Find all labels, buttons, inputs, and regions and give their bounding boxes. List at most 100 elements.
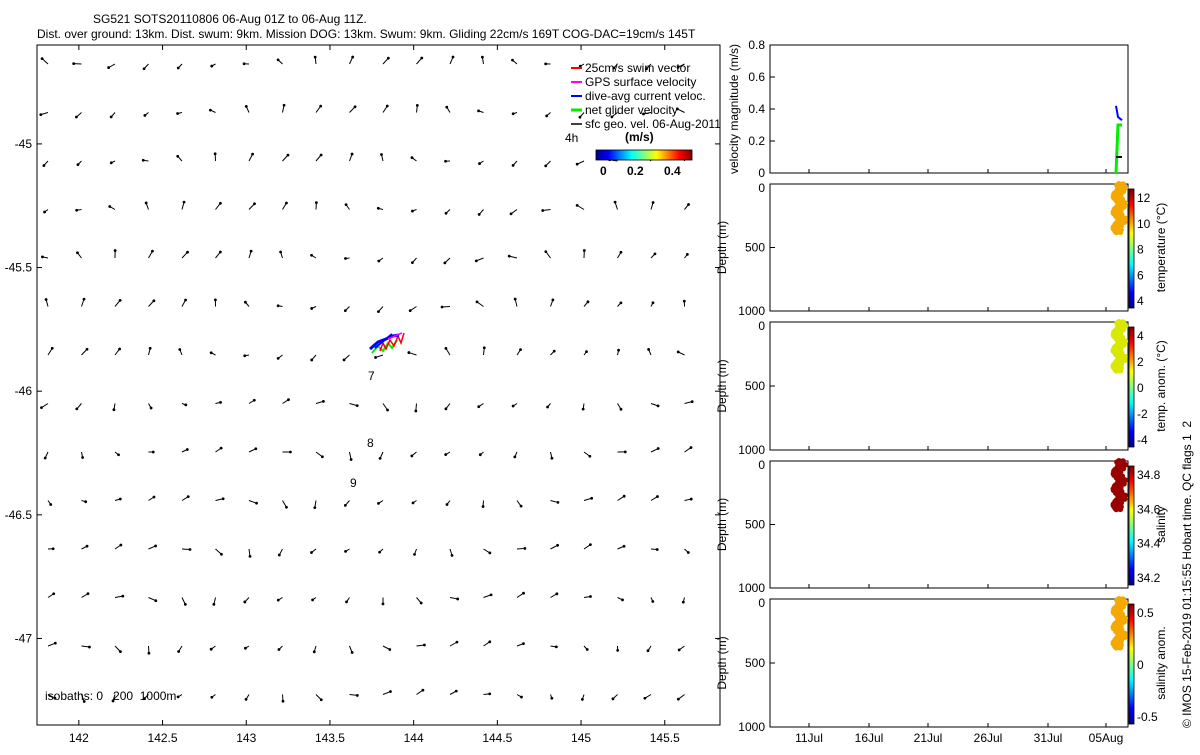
geo-velocity-arrowhead bbox=[386, 105, 389, 108]
legend-swim: 25cm/s swim vector bbox=[585, 61, 690, 75]
geo-velocity-arrowhead bbox=[243, 601, 246, 604]
geo-velocity-arrowhead bbox=[321, 455, 324, 458]
geo-velocity-arrowhead bbox=[624, 451, 627, 454]
geo-velocity-arrowhead bbox=[421, 689, 424, 692]
geo-velocity-arrowhead bbox=[110, 115, 113, 118]
geo-velocity-arrowhead bbox=[652, 201, 655, 204]
geo-velocity-arrowhead bbox=[319, 105, 322, 108]
geo-velocity-arrowhead bbox=[220, 447, 223, 450]
geo-velocity-arrowhead bbox=[581, 698, 584, 701]
geo-velocity-arrowhead bbox=[177, 650, 180, 653]
geo-velocity-arrowhead bbox=[114, 249, 117, 252]
geo-velocity-arrowhead bbox=[45, 298, 48, 301]
geo-velocity-arrowhead bbox=[278, 554, 281, 557]
credit-text: © IMOS 15-Feb-2019 01:15:55 Hobart time.… bbox=[1180, 421, 1194, 728]
geo-velocity-arrowhead bbox=[177, 696, 180, 699]
legend-net: net glider velocity bbox=[585, 103, 678, 117]
geo-velocity-arrowhead bbox=[412, 501, 415, 504]
geo-velocity-arrowhead bbox=[310, 307, 313, 310]
map-y-tick-label: -47 bbox=[15, 631, 33, 645]
geo-velocity-arrowhead bbox=[541, 209, 544, 212]
geo-velocity-arrowhead bbox=[87, 592, 90, 595]
temp-anom-ylabel: Depth (m) bbox=[715, 359, 729, 412]
geo-velocity-arrowhead bbox=[443, 262, 446, 265]
geo-velocity-arrowhead bbox=[152, 451, 155, 454]
geo-velocity-arrowhead bbox=[214, 298, 217, 301]
geo-velocity-arrowhead bbox=[287, 398, 290, 401]
salinity-cblabel: salinity bbox=[1154, 506, 1168, 543]
geo-velocity-arrowhead bbox=[690, 498, 693, 501]
geo-velocity-arrowhead bbox=[49, 503, 52, 506]
geo-velocity-arrowhead bbox=[344, 257, 347, 260]
legend-hour: 4h bbox=[565, 131, 578, 145]
geo-velocity-arrowhead bbox=[41, 57, 44, 60]
geo-velocity-arrowhead bbox=[556, 501, 559, 504]
date-tick-label: 31Jul bbox=[1034, 731, 1063, 745]
geo-velocity-arrowhead bbox=[590, 497, 593, 500]
geo-velocity-arrowhead bbox=[119, 650, 122, 653]
velocity-y-tick-label: 0.8 bbox=[748, 38, 765, 52]
temperature-colorbar-tick: 8 bbox=[1137, 243, 1144, 257]
geo-velocity-arrowhead bbox=[420, 57, 423, 60]
temp-anom-colorbar-tick: -4 bbox=[1137, 433, 1148, 447]
geo-velocity-arrowhead bbox=[446, 503, 449, 506]
geo-velocity-arrowhead bbox=[623, 495, 626, 498]
geo-velocity-arrowhead bbox=[677, 351, 680, 354]
map-x-tick-label: 144.5 bbox=[482, 731, 512, 745]
geo-velocity-arrowhead bbox=[245, 698, 248, 701]
geo-velocity-arrowhead bbox=[519, 348, 522, 351]
date-tick-label: 16Jul bbox=[855, 731, 884, 745]
geo-velocity-arrowhead bbox=[119, 544, 122, 547]
geo-velocity-arrowhead bbox=[150, 407, 153, 410]
geo-velocity-arrowhead bbox=[282, 700, 285, 703]
geo-velocity-arrowhead bbox=[77, 163, 80, 166]
geo-velocity-arrowhead bbox=[40, 406, 43, 409]
geo-velocity-arrowhead bbox=[41, 255, 44, 258]
geo-velocity-arrowhead bbox=[656, 495, 659, 498]
geo-velocity-arrowhead bbox=[210, 648, 213, 651]
geo-velocity-arrowhead bbox=[387, 57, 390, 60]
geo-velocity-arrowhead bbox=[589, 595, 592, 598]
geo-velocity-arrowhead bbox=[588, 455, 591, 458]
geo-velocity-arrowhead bbox=[177, 67, 180, 70]
geo-velocity-arrowhead bbox=[314, 56, 317, 59]
geo-velocity-arrowhead bbox=[219, 251, 222, 254]
velocity-y-tick-label: 0.4 bbox=[748, 102, 765, 116]
map-x-tick-label: 142.5 bbox=[148, 731, 178, 745]
geo-velocity-arrowhead bbox=[550, 697, 553, 700]
velocity-y-tick-label: 0.6 bbox=[748, 70, 765, 84]
temperature-y-tick-label: 0 bbox=[758, 181, 765, 195]
geo-velocity-arrowhead bbox=[75, 209, 78, 212]
legend-gps: GPS surface velocity bbox=[585, 75, 696, 89]
geo-velocity-arrowhead bbox=[251, 153, 254, 156]
salinity-anom-profile-point bbox=[1118, 645, 1124, 651]
temperature-y-tick-label: 1000 bbox=[738, 304, 765, 318]
geo-velocity-arrowhead bbox=[320, 154, 323, 157]
geo-velocity-arrowhead bbox=[409, 309, 412, 312]
geo-velocity-arrowhead bbox=[219, 202, 222, 205]
geo-velocity-arrowhead bbox=[511, 59, 514, 62]
temp-anom-cblabel: temp. anom. (°C) bbox=[1154, 340, 1168, 432]
geo-velocity-arrowhead bbox=[142, 159, 145, 162]
dive-number-8: 8 bbox=[367, 436, 374, 450]
temp-anom-colorbar-tick: 4 bbox=[1137, 329, 1144, 343]
geo-velocity-arrowhead bbox=[277, 599, 280, 602]
geo-velocity-arrowhead bbox=[544, 62, 547, 65]
geo-velocity-arrowhead bbox=[407, 351, 410, 354]
geo-velocity-arrowhead bbox=[210, 65, 213, 68]
geo-velocity-arrowhead bbox=[508, 255, 511, 258]
colorbar-tick-2: 0.4 bbox=[664, 164, 681, 178]
salinity-profile-point bbox=[1118, 506, 1124, 512]
geo-velocity-arrowhead bbox=[444, 160, 447, 163]
geo-velocity-arrowhead bbox=[579, 116, 582, 119]
geo-velocity-arrowhead bbox=[143, 67, 146, 70]
geo-velocity-arrowhead bbox=[647, 348, 650, 351]
geo-velocity-arrowhead bbox=[81, 456, 84, 459]
geo-velocity-arrowhead bbox=[52, 592, 55, 595]
title-line-2: Dist. over ground: 13km. Dist. swum: 9km… bbox=[37, 27, 696, 41]
geo-velocity-arrowhead bbox=[413, 553, 416, 556]
speed-colorbar bbox=[596, 150, 692, 160]
temp-anom-colorbar-tick: -2 bbox=[1137, 407, 1148, 421]
